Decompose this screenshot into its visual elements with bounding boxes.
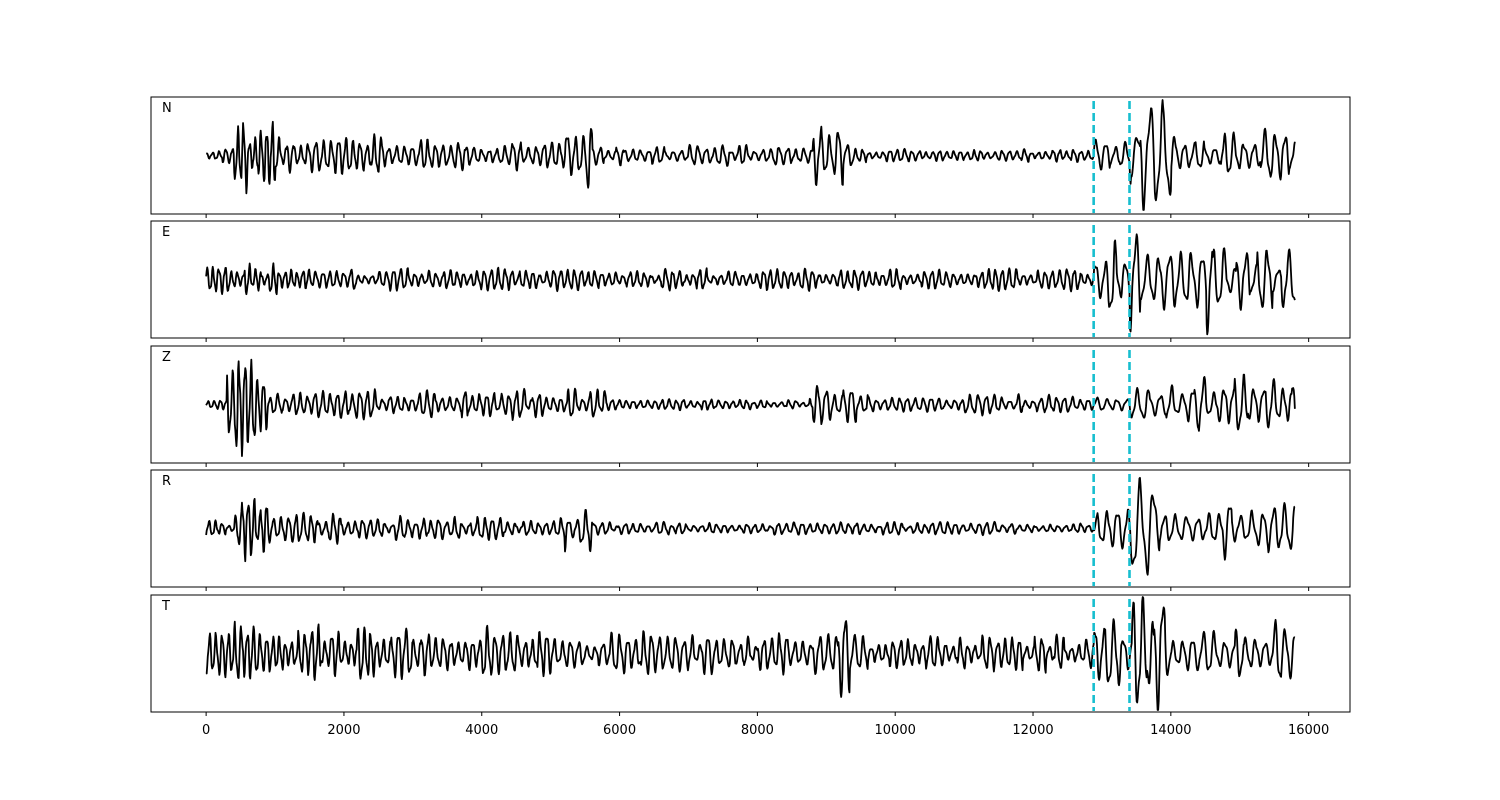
panel-label-z: Z: [162, 350, 171, 365]
trace-panels: N E Z R T: [150, 96, 1351, 716]
panel-e: E: [150, 220, 1351, 342]
panel-frame: [150, 96, 1351, 215]
x-tick-label: 14000: [1150, 723, 1191, 738]
x-tick-label: 0: [202, 723, 210, 738]
panel-r: R: [150, 469, 1351, 591]
panel-frame: [150, 345, 1351, 464]
panel-label-n: N: [162, 101, 172, 116]
x-tick-label: 16000: [1288, 723, 1329, 738]
panel-label-r: R: [162, 474, 171, 489]
panel-frame: [150, 220, 1351, 339]
x-axis: 0 2000 4000 6000 8000 10000 12000 14000 16000: [202, 723, 1329, 738]
x-tick-label: 12000: [1012, 723, 1053, 738]
panel-frame: [150, 594, 1351, 713]
panel-label-e: E: [162, 225, 170, 240]
panel-frame: [150, 469, 1351, 588]
x-tick-label: 4000: [465, 723, 498, 738]
x-tick-label: 10000: [875, 723, 916, 738]
trace-line-r: [205, 476, 1296, 576]
trace-line-t: [205, 596, 1296, 711]
x-tick-label: 2000: [327, 723, 360, 738]
panel-label-t: T: [161, 599, 170, 614]
panel-n: N: [150, 96, 1351, 218]
x-tick-label: 6000: [603, 723, 636, 738]
panel-z: Z: [150, 345, 1351, 467]
trace-line-e: [205, 233, 1296, 336]
x-tick-label: 8000: [741, 723, 774, 738]
trace-line-z: [205, 358, 1296, 457]
panel-t: T: [150, 594, 1351, 716]
trace-line-n: [205, 99, 1296, 211]
